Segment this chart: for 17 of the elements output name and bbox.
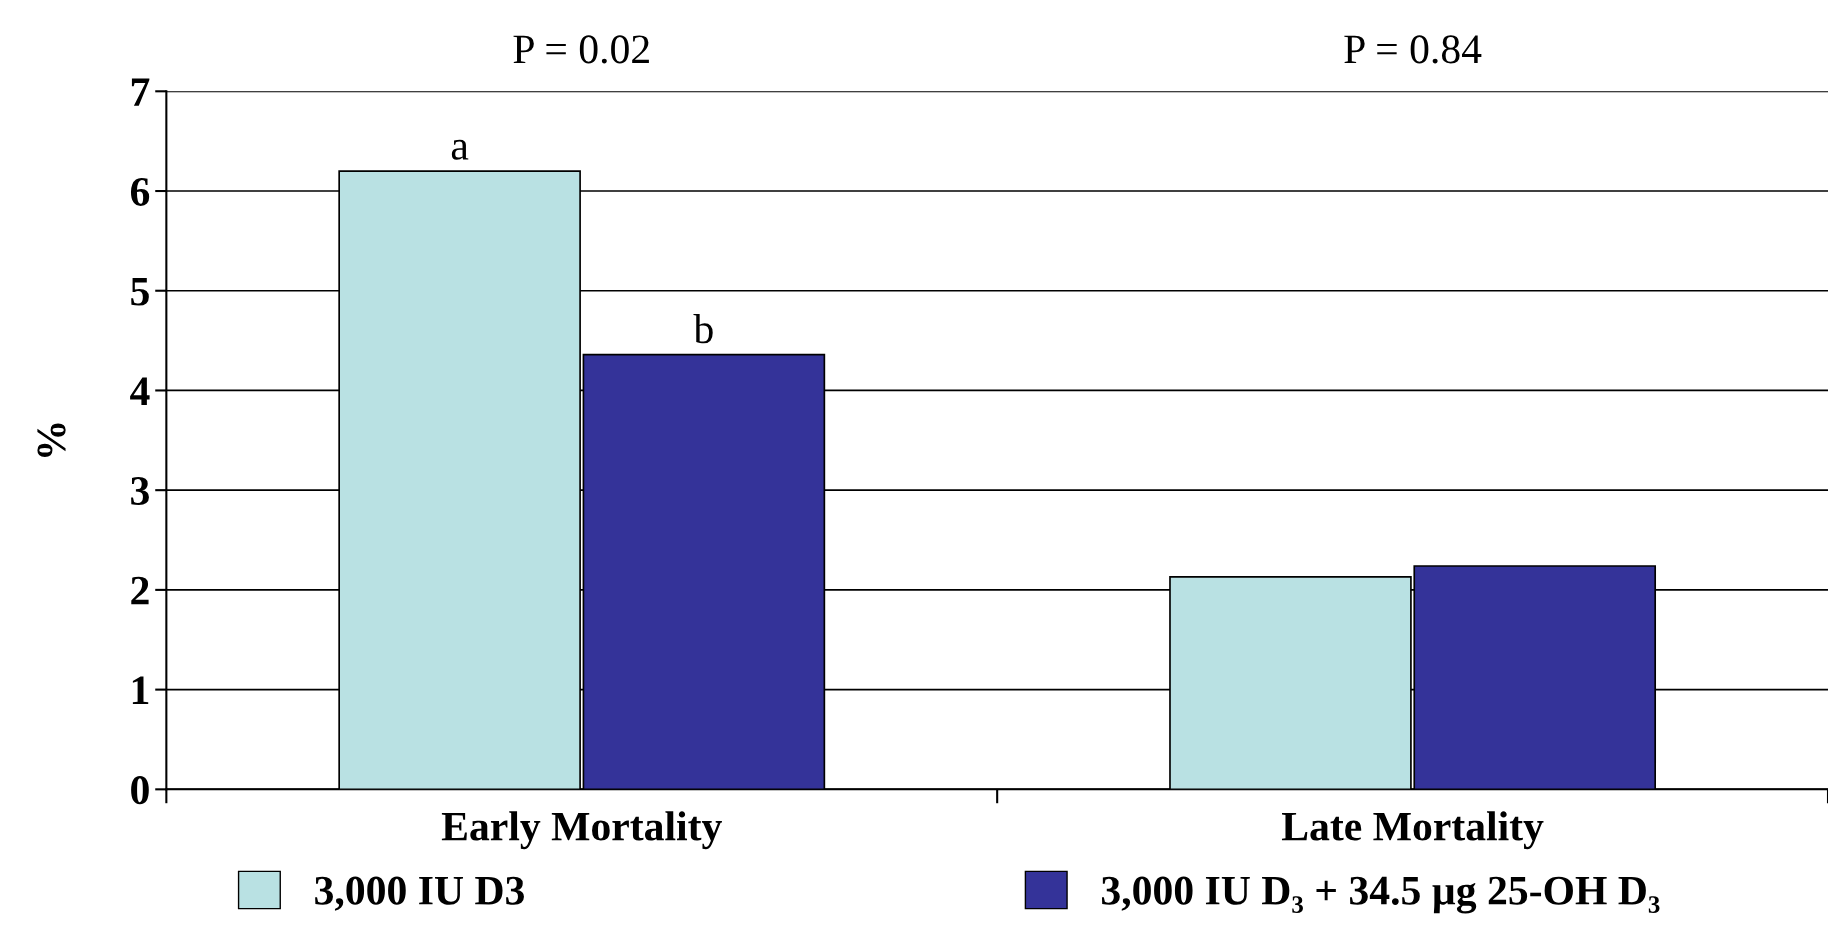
annotation: a	[451, 139, 469, 160]
y-tick-label: 0	[131, 776, 149, 805]
legend-label: 3,000 IU D₃ + 34.5 µg 25-OH D₃	[1101, 876, 1660, 914]
x-tick-label: Early Mortality	[441, 811, 722, 850]
annotation: b	[693, 313, 713, 344]
x-tick-label: Late Mortality	[1281, 811, 1544, 850]
legend-label: 3,000 IU D3	[315, 876, 524, 911]
y-tick-label: 1	[132, 676, 149, 705]
y-tick-label: 5	[131, 277, 149, 306]
y-tick-label: 2	[131, 576, 149, 605]
y-tick-label: 7	[131, 78, 150, 106]
y-tick-label: 6	[130, 177, 150, 206]
y-tick-label: 3	[131, 477, 149, 506]
y-tick-label: 4	[130, 377, 150, 405]
text: P = 0.84	[1344, 35, 1482, 64]
text: P = 0.02	[513, 35, 649, 64]
y-axis-title: %	[37, 423, 66, 457]
